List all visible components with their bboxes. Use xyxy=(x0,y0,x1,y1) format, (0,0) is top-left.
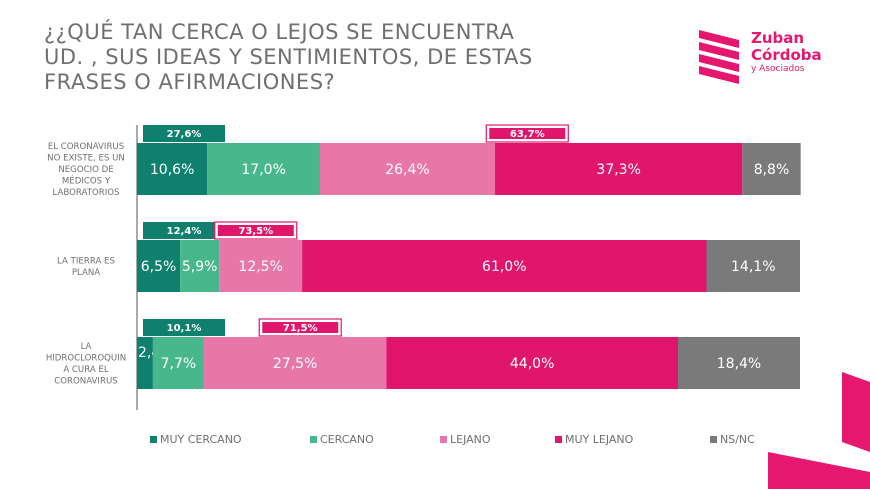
bar-segment xyxy=(742,143,801,195)
category-label-line: LA xyxy=(81,342,92,352)
bar-segment xyxy=(706,240,800,292)
data-label: 8,8% xyxy=(754,162,790,178)
total-cercano-label: 10,1% xyxy=(167,323,202,334)
data-label: 18,4% xyxy=(717,356,761,372)
total-lejano-label: 73,5% xyxy=(238,226,273,237)
legend-swatch xyxy=(710,436,717,443)
zuban-cordoba-logo-icon xyxy=(699,30,739,84)
total-cercano-box xyxy=(143,222,225,239)
category-label-line: HIDROCLOROQUIN xyxy=(46,353,126,363)
data-label: 14,1% xyxy=(731,259,775,275)
bar-segment xyxy=(319,143,496,195)
corner-decoration xyxy=(768,372,870,489)
logo-line-3: y Asociados xyxy=(751,64,805,74)
data-label: 27,5% xyxy=(273,356,317,372)
bar-segment xyxy=(495,143,743,195)
total-cercano-label: 27,6% xyxy=(167,129,202,140)
category-label-line: NEGOCIO DE xyxy=(58,165,113,175)
total-cercano-label: 12,4% xyxy=(167,226,202,237)
decoration-stripe-upper xyxy=(842,372,870,452)
category-label-line: LA TIERRA ES xyxy=(57,256,115,266)
total-cercano-box xyxy=(143,125,225,142)
title-line-1: ¿¿QUÉ TAN CERCA O LEJOS SE ENCUENTRA xyxy=(44,20,515,44)
total-lejano-label: 71,5% xyxy=(283,323,318,334)
bar-segment xyxy=(219,240,303,292)
legend-label: LEJANO xyxy=(450,433,491,446)
legend-swatch xyxy=(310,436,317,443)
category-label-line: LABORATORIOS xyxy=(53,188,120,198)
title-line-2: UD. , SUS IDEAS Y SENTIMIENTOS, DE ESTAS xyxy=(44,45,533,69)
bar-segment xyxy=(137,143,208,195)
decoration-stripe-lower xyxy=(768,452,870,489)
data-label: 17,0% xyxy=(241,162,285,178)
logo-line-1: Zuban xyxy=(751,29,805,47)
bar-segment xyxy=(386,337,679,389)
chart-title: ¿¿QUÉ TAN CERCA O LEJOS SE ENCUENTRA UD.… xyxy=(44,20,564,95)
bar-segment xyxy=(207,143,320,195)
category-label-line: CORONAVIRUS xyxy=(54,376,117,386)
legend-label: MUY CERCANO xyxy=(160,433,242,446)
bar-segment xyxy=(137,240,181,292)
data-label: 5,9% xyxy=(182,259,218,275)
category-label-line: PLANA xyxy=(72,268,100,278)
legend-label: NS/NC xyxy=(720,433,755,446)
legend-swatch xyxy=(440,436,447,443)
bar-segment xyxy=(180,240,220,292)
data-label: 37,3% xyxy=(596,162,640,178)
total-lejano-fill xyxy=(489,128,566,139)
legend-swatch xyxy=(150,436,157,443)
data-label: 10,6% xyxy=(150,162,194,178)
total-lejano-label: 63,7% xyxy=(510,129,545,140)
data-label: 12,5% xyxy=(238,259,282,275)
data-label: 6,5% xyxy=(141,259,177,275)
legend-label: CERCANO xyxy=(320,433,374,446)
total-lejano-fill xyxy=(217,225,294,236)
bar-segment xyxy=(152,337,204,389)
category-label-line: EL CORONAVIRUS xyxy=(48,142,124,152)
bar-segment xyxy=(302,240,707,292)
category-label-line: MÉDICOS Y xyxy=(62,175,111,187)
bar-segment xyxy=(678,337,800,389)
data-label: 7,7% xyxy=(161,356,197,372)
bar-segment xyxy=(137,337,153,389)
title-line-3: FRASES O AFIRMACIONES? xyxy=(44,70,336,94)
total-cercano-box xyxy=(143,319,225,336)
category-label-line: A CURA EL xyxy=(63,365,109,375)
legend-label: MUY LEJANO xyxy=(565,433,634,446)
plot-area: EL CORONAVIRUS NO EXISTE, ES UN NEGOCIO DE… xyxy=(46,124,801,410)
legend-swatch xyxy=(555,436,562,443)
logo-line-2: Córdoba xyxy=(751,46,822,64)
category-label: LA TIERRA ES PLANA xyxy=(57,256,115,278)
data-label: 44,0% xyxy=(510,356,554,372)
legend: MUY CERCANO CERCANO LEJANO MUY LEJANO NS/NC xyxy=(150,433,755,446)
category-label-line: NO EXISTE, ES UN xyxy=(47,154,125,164)
bar-segment xyxy=(203,337,387,389)
data-label: 26,4% xyxy=(385,162,429,178)
category-label: EL CORONAVIRUS NO EXISTE, ES UN NEGOCIO DE… xyxy=(47,142,125,198)
logo-wordmark: Zuban Córdoba y Asociados xyxy=(751,29,822,75)
total-lejano-fill xyxy=(262,322,339,333)
data-label: 61,0% xyxy=(482,259,526,275)
category-label: LA HIDROCLOROQUIN A CURA EL CORONAVIRUS xyxy=(46,342,126,387)
